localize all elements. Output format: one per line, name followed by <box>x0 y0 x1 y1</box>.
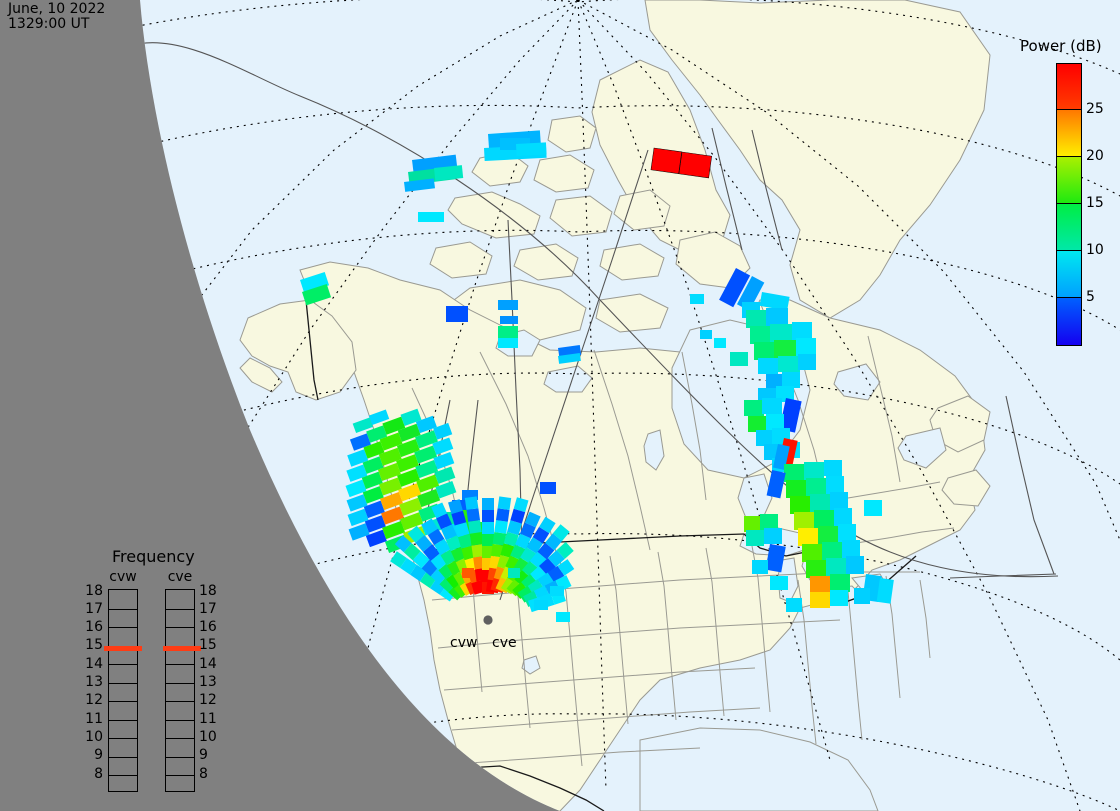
frequency-marker-cvw <box>104 646 142 651</box>
water-great-salt-lake <box>521 655 541 675</box>
frequency-tick-left-18: 18 <box>85 583 103 599</box>
colorbar-tick-5: 5 <box>1086 289 1095 305</box>
colorbar-title: Power (dB) <box>1020 37 1102 55</box>
frequency-marker-cve <box>163 646 201 651</box>
colorbar-band-15-20 <box>1056 157 1082 204</box>
frequency-tick-left-11: 11 <box>85 711 103 727</box>
radar-site-label-cve: cve <box>492 635 517 651</box>
frequency-tick-left-16: 16 <box>85 619 103 635</box>
island-arctic-9 <box>429 241 493 279</box>
scatter-cluster-cvw-cve-fan <box>390 496 575 622</box>
landmass-greenland <box>644 0 991 319</box>
frequency-tick-right-15: 15 <box>199 637 217 653</box>
island-arctic-10 <box>595 293 669 333</box>
colorbar-band-5-10 <box>1056 251 1082 298</box>
scatter-cluster-alaska-nw-canada <box>300 271 582 364</box>
frequency-tick-right-9: 9 <box>199 747 208 763</box>
scatter-cluster-hudson-bay-band <box>719 268 816 472</box>
frequency-panel-title: Frequency <box>112 547 195 566</box>
scatter-cluster-greenland-red <box>650 147 712 179</box>
frequency-bar-cve <box>163 589 201 792</box>
frequency-tick-right-16: 16 <box>199 619 217 635</box>
radar-site-label-cvw: cvw <box>450 635 478 651</box>
frequency-bar-cvw <box>104 589 142 792</box>
scatter-cluster-great-lakes-band <box>744 437 894 612</box>
island-arctic-7 <box>599 243 665 281</box>
water-ungava-bay <box>833 363 881 401</box>
frequency-tick-right-8: 8 <box>199 766 208 782</box>
frequency-tick-right-18: 18 <box>199 583 217 599</box>
power-colorbar <box>1056 63 1082 346</box>
colorbar-tick-labels: 25 20 15 10 5 <box>1086 63 1120 346</box>
frequency-tick-right-17: 17 <box>199 601 217 617</box>
island-arctic-2 <box>533 154 595 193</box>
scatter-cluster-british-columbia <box>345 408 457 553</box>
scatter-cluster-arctic-islands <box>404 130 547 222</box>
frequency-tick-right-14: 14 <box>199 656 217 672</box>
frequency-tick-left-9: 9 <box>94 747 103 763</box>
frequency-column-label-cvw: cvw <box>109 569 137 585</box>
water-gulf-of-mexico <box>639 727 879 811</box>
colorbar-tick-15: 15 <box>1086 195 1104 211</box>
colorbar-tick-10: 10 <box>1086 242 1104 258</box>
frequency-tick-left-17: 17 <box>85 601 103 617</box>
island-arctic-1 <box>547 115 597 153</box>
colorbar-band-25-30 <box>1056 63 1082 110</box>
frequency-tick-left-15: 15 <box>85 637 103 653</box>
scatter-cluster-isolated-cells <box>690 294 726 348</box>
island-arctic-4 <box>447 191 541 239</box>
timestamp-label: June, 10 2022 1329:00 UT <box>8 1 106 32</box>
island-arctic-5 <box>549 195 613 237</box>
island-arctic-6 <box>613 189 671 231</box>
landmass-alaska-peninsula <box>239 357 283 393</box>
water-lake-winnipeg <box>643 429 665 471</box>
water-great-slave-lake <box>543 365 593 393</box>
island-arctic-8 <box>513 243 579 281</box>
frequency-tick-left-10: 10 <box>85 729 103 745</box>
frequency-tick-right-13: 13 <box>199 674 217 690</box>
frequency-tick-right-11: 11 <box>199 711 217 727</box>
colorbar-band-20-25 <box>1056 110 1082 157</box>
radar-station-dot <box>483 615 493 625</box>
colorbar-band-0-5 <box>1056 298 1082 346</box>
frequency-tick-right-12: 12 <box>199 692 217 708</box>
frequency-tick-right-10: 10 <box>199 729 217 745</box>
frequency-tick-left-12: 12 <box>85 692 103 708</box>
water-gulf-st-lawrence <box>897 427 947 469</box>
landmass-nova-scotia <box>941 469 991 507</box>
frequency-tick-left-13: 13 <box>85 674 103 690</box>
colorbar-tick-20: 20 <box>1086 148 1104 164</box>
colorbar-tick-25: 25 <box>1086 101 1104 117</box>
frequency-tick-left-14: 14 <box>85 656 103 672</box>
colorbar-band-10-15 <box>1056 204 1082 251</box>
frequency-tick-left-8: 8 <box>94 766 103 782</box>
landmass-newfoundland <box>929 395 991 453</box>
frequency-column-label-cve: cve <box>167 569 193 585</box>
